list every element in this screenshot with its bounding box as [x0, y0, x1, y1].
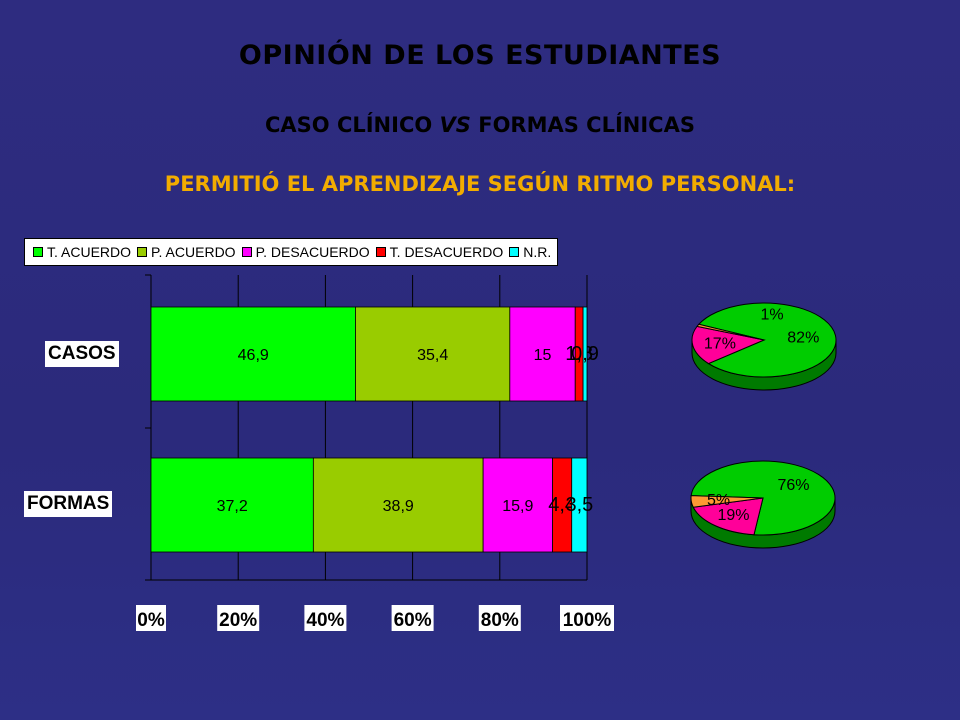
x-tick-label: 60% — [394, 610, 432, 631]
legend-swatch — [241, 247, 252, 257]
x-tick-label: 0% — [137, 610, 165, 631]
legend-label: P. DESACUERDO — [255, 244, 370, 260]
subtitle-part-a: CASO CLÍNICO — [265, 113, 440, 137]
legend-label: P. ACUERDO — [151, 244, 236, 260]
legend-swatch — [375, 247, 386, 257]
category-label-formas: FORMAS — [24, 491, 113, 517]
bar-segment — [150, 306, 356, 402]
bar-segment — [509, 306, 576, 402]
bar-data-label: 38,9 — [383, 498, 414, 515]
bar-data-label: 15,9 — [502, 498, 533, 515]
legend-item: P. DESACUERDO — [241, 244, 370, 260]
x-tick-label: 100% — [563, 610, 612, 631]
bar-data-label: 15 — [534, 347, 552, 364]
legend-label: T. DESACUERDO — [389, 244, 504, 260]
pie-slice — [692, 497, 764, 536]
pie-slice — [691, 325, 766, 365]
pie-data-label: 17% — [704, 336, 736, 353]
tick-label-bg — [304, 605, 347, 631]
pie-data-label: 5% — [707, 492, 730, 509]
pie-data-label: 1% — [760, 307, 783, 324]
pie-slice — [690, 495, 764, 508]
pie-data-label: 82% — [787, 329, 819, 346]
legend-label: N.R. — [523, 244, 552, 260]
x-tick-label: 40% — [306, 610, 344, 631]
tick-label-bg — [217, 605, 260, 631]
pie-slice — [696, 323, 765, 341]
legend-swatch — [33, 247, 43, 257]
pie-slice — [697, 302, 837, 378]
bar-data-label: 3,5 — [565, 494, 593, 516]
legend-label: T. ACUERDO — [47, 244, 132, 260]
question-text: PERMITIÓ EL APRENDIZAJE SEGÚN RITMO PERS… — [164, 172, 796, 196]
bar-data-label: 37,2 — [217, 498, 248, 515]
bar-data-label: 35,4 — [417, 347, 448, 364]
subtitle-vs: VS — [439, 113, 471, 137]
bar-segment — [355, 306, 511, 402]
tick-label-bg — [391, 605, 434, 631]
chart-legend: T. ACUERDO P. ACUERDO P. DESACUERDO T. DESA… — [24, 238, 559, 266]
bar-segment — [482, 457, 553, 553]
category-label-casos: CASOS — [45, 341, 119, 367]
tick-label-bg — [136, 605, 166, 631]
x-tick-label: 80% — [481, 610, 519, 631]
pie-data-label: 19% — [717, 507, 749, 524]
pie-data-label: 76% — [777, 477, 809, 494]
bar-segment — [582, 306, 588, 402]
subtitle-part-b: FORMAS CLÍNICAS — [470, 113, 695, 137]
bar-data-label: 46,9 — [238, 347, 269, 364]
legend-item: T. ACUERDO — [33, 244, 131, 260]
tick-label-bg — [478, 605, 521, 631]
legend-item: N.R. — [509, 244, 551, 260]
x-tick-label: 20% — [219, 610, 257, 631]
legend-item: P. ACUERDO — [137, 244, 236, 260]
bar-segment — [571, 457, 588, 553]
slide-subtitle: CASO CLÍNICO VS FORMAS CLÍNICAS — [0, 113, 960, 137]
bar-segment — [312, 457, 484, 553]
legend-item: T. DESACUERDO — [375, 244, 504, 260]
tick-label-bg — [560, 605, 614, 631]
slide-title: OPINIÓN DE LOS ESTUDIANTES — [238, 40, 722, 71]
legend-swatch — [509, 247, 520, 257]
legend-swatch — [137, 247, 148, 257]
bar-data-label: 4,4 — [548, 494, 576, 516]
bar-data-label: 0,9 — [571, 343, 599, 365]
